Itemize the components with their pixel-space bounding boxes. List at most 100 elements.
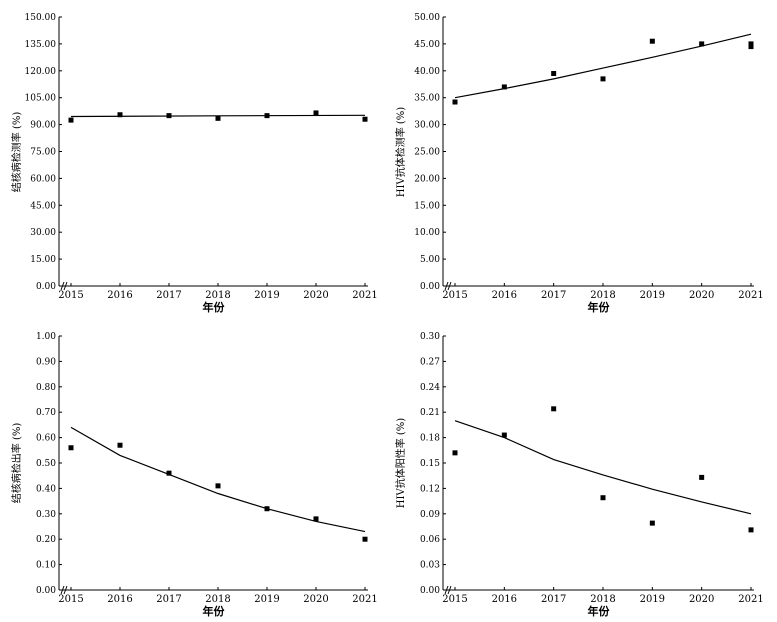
- y-tick-label: 60.00: [30, 174, 56, 184]
- y-tick-label: 0.40: [36, 484, 56, 494]
- x-tick-label: 2018: [590, 594, 615, 605]
- x-tick-label: 2017: [156, 290, 181, 301]
- data-point: [362, 536, 368, 542]
- data-point: [117, 442, 123, 448]
- y-tick-label: 0.00: [420, 586, 440, 596]
- x-tick-label: 2019: [254, 290, 279, 301]
- y-tick-label: 0.00: [36, 586, 56, 596]
- y-tick-label: 0.24: [420, 383, 440, 393]
- chart-panel-3: 0.00 0.10 0.20 0.30 0.40 0.50 0.60 0.70 0.80 0.90…: [10, 332, 378, 618]
- x-tick-label: 2016: [107, 594, 132, 605]
- data-point: [68, 117, 74, 123]
- data-point: [699, 41, 705, 47]
- y-tick-label: 0.60: [36, 434, 56, 444]
- x-tick-label: 2018: [205, 594, 230, 605]
- y-tick-label: 135.00: [25, 40, 57, 50]
- y-tick-label: 20.00: [414, 174, 440, 184]
- y-tick-label: 40.00: [414, 67, 440, 77]
- x-tick-label: 2021: [352, 594, 377, 605]
- y-tick-label: 0.30: [420, 332, 440, 342]
- data-point: [215, 115, 221, 121]
- data-point: [264, 506, 270, 512]
- data-point: [748, 44, 754, 50]
- data-point: [166, 113, 172, 119]
- y-tick-label: 105.00: [25, 94, 57, 104]
- x-axis-label: 年份: [203, 604, 226, 618]
- y-tick-label: 50.00: [414, 13, 440, 23]
- y-tick-label: 1.00: [36, 332, 56, 342]
- y-tick-label: 25.00: [414, 148, 440, 158]
- y-tick-label: 35.00: [414, 94, 440, 104]
- data-point: [264, 113, 270, 119]
- data-point: [699, 474, 705, 480]
- y-axis-label: 结核病检出率 (%): [10, 423, 23, 504]
- data-point: [166, 470, 172, 476]
- axis-break-mark: [60, 585, 65, 595]
- y-tick-label: 0.10: [36, 561, 56, 571]
- axis-break-mark: [447, 281, 452, 291]
- data-point: [452, 450, 458, 456]
- x-tick-label: 2020: [303, 594, 328, 605]
- data-point: [313, 110, 319, 116]
- y-tick-label: 0.18: [420, 434, 440, 444]
- y-tick-label: 15.00: [414, 201, 440, 211]
- fit-line: [454, 33, 752, 99]
- x-axis-label: 年份: [588, 300, 611, 314]
- x-tick-label: 2021: [738, 594, 763, 605]
- x-tick-label: 2018: [590, 290, 615, 301]
- y-tick-label: 0.30: [36, 510, 56, 520]
- y-tick-label: 120.00: [25, 67, 57, 77]
- y-tick-label: 45.00: [414, 40, 440, 50]
- x-axis-label: 年份: [203, 300, 226, 314]
- data-point: [600, 76, 606, 82]
- y-tick-label: 5.00: [420, 255, 440, 265]
- y-tick-label: 0.70: [36, 408, 56, 418]
- x-tick-label: 2015: [58, 290, 83, 301]
- y-tick-label: 0.27: [420, 357, 440, 367]
- x-tick-label: 2015: [442, 594, 467, 605]
- x-tick-label: 2021: [352, 290, 377, 301]
- data-point: [748, 527, 754, 533]
- x-tick-label: 2019: [254, 594, 279, 605]
- x-tick-label: 2020: [689, 594, 714, 605]
- data-point: [551, 406, 557, 412]
- x-tick-label: 2015: [442, 290, 467, 301]
- y-tick-label: 0.20: [36, 535, 56, 545]
- x-axis-label: 年份: [588, 604, 611, 618]
- x-tick-label: 2016: [492, 290, 517, 301]
- y-tick-label: 45.00: [30, 201, 56, 211]
- y-tick-label: 0.50: [36, 459, 56, 469]
- y-tick-label: 0.90: [36, 357, 56, 367]
- x-tick-label: 2019: [640, 290, 665, 301]
- chart-panel-2: 0.00 5.00 10.00 15.00 20.00 25.00 30.00 35.00 40…: [394, 13, 764, 314]
- x-tick-label: 2020: [689, 290, 714, 301]
- data-point: [117, 112, 123, 118]
- y-tick-label: 0.80: [36, 383, 56, 393]
- x-tick-label: 2019: [640, 594, 665, 605]
- y-tick-label: 0.00: [36, 282, 56, 292]
- axis-break-mark: [444, 585, 449, 595]
- data-point: [600, 495, 606, 501]
- axis-break-mark: [63, 585, 68, 595]
- x-tick-label: 2016: [492, 594, 517, 605]
- data-point: [748, 41, 754, 47]
- y-tick-label: 30.00: [414, 121, 440, 131]
- y-tick-label: 0.09: [420, 510, 440, 520]
- data-point: [649, 38, 655, 44]
- y-tick-label: 0.06: [420, 535, 440, 545]
- y-tick-label: 10.00: [414, 228, 440, 238]
- data-point: [215, 483, 221, 489]
- data-point: [649, 520, 655, 526]
- x-tick-label: 2015: [58, 594, 83, 605]
- data-point: [501, 84, 507, 90]
- y-axis-label: 结核病检测率 (%): [10, 112, 23, 193]
- axis-break-mark: [63, 281, 68, 291]
- axis-break-mark: [447, 585, 452, 595]
- data-point: [551, 70, 557, 76]
- x-tick-label: 2017: [156, 594, 181, 605]
- x-tick-label: 2021: [738, 290, 763, 301]
- y-tick-label: 15.00: [30, 255, 56, 265]
- axis-break-mark: [444, 281, 449, 291]
- y-tick-label: 30.00: [30, 228, 56, 238]
